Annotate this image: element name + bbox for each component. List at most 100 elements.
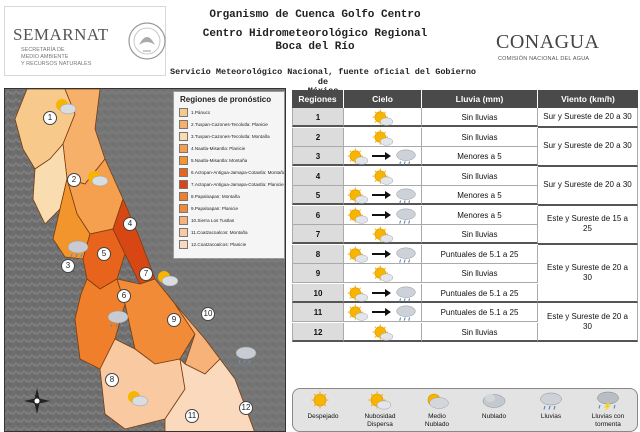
legend-swatch [179,239,188,249]
cloudy-icon [482,394,506,408]
legend-swatch [179,227,188,237]
table-row: 12 Sin lluvias [292,322,638,342]
title-block: Organismo de Cuenca Golfo Centro Centro … [170,8,460,54]
sky-legend-label: Medio Nublado [409,413,465,428]
table-row: 3 Menores a 5 [292,147,638,166]
sky-cell [344,283,422,303]
sky-legend-label-line2: Nublado [424,420,450,428]
transition-arrow-icon [372,194,386,196]
legend-label: 4.Nautla-Misantla: Planicie [191,145,246,151]
table-row: 9 Sin lluvias [292,264,638,283]
sky-legend-label-line1: Nublado [481,413,507,420]
partly-cloudy-icon [372,226,394,243]
wind-cell: Este y Sureste de 20 a 30 [538,303,638,342]
wind-cell: Sur y Sureste de 20 a 30 [538,127,638,167]
legend-item: 4.Nautla-Misantla: Planicie [174,142,284,154]
rain-cell: Puntuales de 5.1 a 25 [422,283,538,303]
showers-icon [396,149,416,165]
table-row: 8 Puntuales de 5.1 a 25 [292,244,638,264]
semarnat-sub-line1: SECRETARÍA DE [21,47,65,53]
sunny-icon [311,391,329,409]
sky-cell [344,166,422,186]
rain-cell: Sin lluvias [422,264,538,283]
region-cell: 2 [292,127,344,147]
legend-label: 3.Tuxpan-Cazones-Tecolutla: Montaña [191,133,270,139]
map-region-label: 11 [185,409,199,423]
sky-legend-item: Nubosidad Dispersa [352,391,408,428]
sky-legend-label-line2: tormenta [595,420,621,428]
legend-item: 9.Papaloapan: Planicie [174,202,284,214]
partly-cloudy-icon [347,206,369,224]
legend-item: 1.Pánuco [174,106,284,118]
rain-cell: Puntuales de 5.1 a 25 [422,303,538,322]
column-header-rain: Lluvia (mm) [422,90,538,108]
map-region-label: 4 [123,217,137,231]
partly-cloudy-icon [347,304,369,321]
transition-arrow-icon [372,213,386,216]
partly-cloudy-icon [56,99,77,115]
partly-cloudy-icon [347,245,369,263]
legend-item: 10.Sierra Los Tuxtlas [174,214,284,226]
sky-legend-label-line2: Dispersa [367,420,393,428]
semarnat-name: SEMARNAT [13,25,109,44]
sky-cell [344,322,422,342]
table-row: 2 Sin lluvias [292,127,638,147]
legend-item: 3.Tuxpan-Cazones-Tecolutla: Montaña [174,130,284,142]
legend-swatch [179,143,188,153]
sky-legend-label: Nublado [466,413,522,421]
legend-swatch [179,215,188,225]
showers-icon [67,240,89,258]
legend-item: 2.Tuxpan-Cazones-Tecolutla: Planicie [174,118,284,130]
legend-title: Regiones de pronóstico [180,95,272,104]
sky-legend-label-line1: Nubosidad [364,413,396,420]
sky-legend-label: Lluvias [523,413,579,421]
legend-item: 7.Actopan-Antigua-Jamapa-Cotaxtla: Plani… [174,178,284,190]
sky-cell [344,205,422,225]
legend-label: 5.Nautla-Misantla: Montaña [191,157,248,163]
partly-cloudy-icon [347,148,369,165]
rain-cell: Puntuales de 5.1 a 25 [422,244,538,264]
column-header-region: Regiones [292,90,344,108]
sky-legend-label: Despejado [295,413,351,421]
legend-label: 1.Pánuco [191,109,211,115]
conagua-name: CONAGUA [496,31,600,53]
table-row: 11 Puntuales de 5.1 a 25 [292,303,638,322]
sky-cell [344,244,422,264]
region-cell: 12 [292,322,344,342]
table-row: 5 Menores a 5 [292,186,638,205]
partly-cloudy-icon [372,167,394,185]
table-row: 1 Sin lluvias [292,108,638,127]
semarnat-sub-line2: MEDIO AMBIENTE [21,54,69,60]
legend-swatch [179,131,188,141]
rain-cell: Sin lluvias [422,225,538,244]
region-cell: 4 [292,166,344,186]
mostly-cloudy-icon [427,393,449,409]
sky-cell [344,225,422,244]
legend-label: 6.Actopan-Antigua-Jamapa-Cotaxtla: Monta… [191,169,284,175]
partly-cloudy-icon [347,187,369,204]
semarnat-logo: SEMARNAT SECRETARÍA DE MEDIO AMBIENTE Y … [4,6,166,76]
legend-item: 11.Coatzacoalcos: Montaña [174,226,284,238]
region-cell: 10 [292,283,344,303]
location-title: Boca del Río [275,41,355,53]
map-region-label: 1 [43,111,57,125]
map-region-label: 3 [61,259,75,273]
service-line1: Servicio Meteorológico Nacional, fuente … [169,67,477,87]
sky-legend-label: Lluvias con tormenta [580,413,636,428]
sky-cell [344,108,422,127]
arrowhead-icon [385,249,391,258]
map-region-label: 2 [67,173,81,187]
sky-legend-item: Nublado [466,391,522,420]
table-row: 4 Sin lluvias [292,166,638,186]
partly-cloudy-icon [368,391,392,410]
wind-cell: Sur y Sureste de 20 a 30 [538,108,638,128]
sky-cell [344,303,422,322]
sky-legend-label-line1: Despejado [307,413,339,420]
legend-item: 5.Nautla-Misantla: Montaña [174,154,284,166]
showers-icon [235,346,257,364]
semarnat-sub-line3: Y RECURSOS NATURALES [21,61,92,67]
legend-swatch [179,167,188,177]
sky-legend-item: Lluvias con tormenta [580,391,636,428]
table-row: 6 Menores a 5 [292,205,638,225]
legend-label: 10.Sierra Los Tuxtlas [191,217,235,223]
